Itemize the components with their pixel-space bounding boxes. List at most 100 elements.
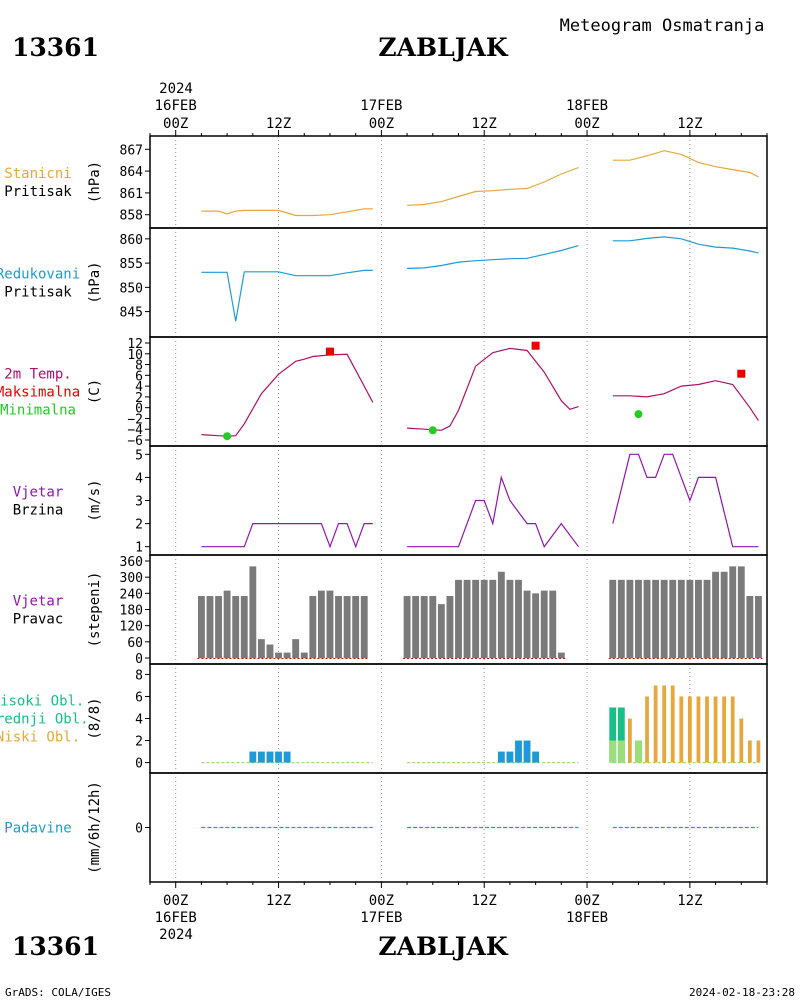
y-tick-label: −6 — [127, 434, 143, 449]
wind-direction-bar — [549, 590, 557, 658]
meteogram-subtitle: Meteogram Osmatranja — [560, 16, 765, 36]
top-hour-label: 12Z — [266, 116, 291, 132]
top-hour-label: 12Z — [472, 116, 497, 132]
mid-cloud-bar — [257, 751, 265, 763]
top-year-label: 2024 — [159, 81, 193, 97]
panel-frame — [149, 445, 768, 556]
mid-cloud-bar — [532, 751, 540, 763]
mid-cloud-bar — [523, 740, 531, 763]
wind-direction-bar — [626, 579, 634, 658]
wind-direction-bar — [686, 579, 694, 658]
y-tick-label: 2 — [135, 735, 143, 750]
bottom-hour-label: 00Z — [163, 893, 188, 909]
y-tick-label: 850 — [120, 281, 143, 296]
series-line-1 — [407, 347, 579, 431]
wind-direction-bar — [532, 593, 540, 658]
y-tick-label: 4 — [135, 713, 143, 728]
wind-direction-bar — [755, 596, 762, 658]
wind-direction-bar — [360, 596, 368, 658]
y-tick-label: 845 — [120, 306, 143, 321]
wind-direction-bar — [412, 596, 420, 658]
y-tick-label: −4 — [127, 423, 143, 438]
mid-cloud-overlay — [617, 740, 625, 763]
bottom-date-label: 16FEB — [155, 910, 197, 926]
top-hour-label: 00Z — [574, 116, 599, 132]
bottom-date-label: 18FEB — [566, 910, 608, 926]
low-cloud-bar — [705, 696, 709, 763]
series-line-0 — [201, 522, 373, 549]
bottom-hour-label: 00Z — [369, 893, 394, 909]
wind-direction-bar — [489, 579, 497, 658]
panel-frame — [149, 135, 768, 229]
series-line-1 — [407, 475, 579, 548]
y-tick-label: 8 — [135, 359, 143, 374]
bottom-hour-label: 12Z — [266, 893, 291, 909]
series-line-1 — [407, 166, 579, 206]
variable-label: Vjetar — [13, 485, 64, 501]
mid-cloud-bar — [283, 751, 291, 763]
variable-label: Visoki Obl. — [0, 694, 84, 710]
wind-direction-bar — [635, 579, 642, 658]
series-line-0 — [201, 208, 373, 217]
wind-direction-bar — [206, 596, 214, 658]
low-cloud-bar — [722, 696, 727, 763]
series-line-0 — [201, 353, 374, 437]
panel-frame — [149, 336, 768, 447]
variable-label: Srednji Obl. — [0, 712, 89, 728]
wind-direction-bar — [523, 590, 531, 658]
series-line-2 — [612, 236, 759, 254]
low-cloud-bar — [679, 696, 684, 763]
mid-cloud-overlay — [635, 740, 642, 763]
panels: 858861864867(hPa)StanicniPritisak8458508… — [0, 98, 768, 926]
y-tick-label: 180 — [120, 604, 143, 619]
top-date-label: 18FEB — [566, 98, 608, 114]
tmax-marker — [531, 341, 540, 350]
variable-label: Vjetar — [13, 594, 64, 610]
wind-direction-bar — [240, 596, 248, 658]
y-tick-label: 4 — [135, 471, 143, 486]
y-tick-label: 0 — [135, 652, 143, 667]
mid-cloud-overlay — [609, 740, 617, 763]
variable-label: Brzina — [13, 503, 64, 519]
series-line-0 — [201, 269, 373, 322]
y-tick-label: 867 — [120, 143, 143, 158]
bottom-date-label: 17FEB — [360, 910, 402, 926]
low-cloud-bar — [739, 718, 744, 763]
wind-direction-bar — [420, 596, 428, 658]
wind-direction-bar — [729, 566, 737, 658]
tmax-marker — [737, 369, 746, 378]
mid-cloud-bar — [506, 751, 514, 763]
low-cloud-bar — [670, 685, 675, 763]
wind-direction-bar — [515, 579, 522, 658]
wind-direction-bar — [249, 566, 257, 658]
low-cloud-bar — [747, 740, 752, 763]
low-cloud-bar — [730, 696, 735, 763]
mid-cloud-bar — [275, 751, 282, 763]
top-hour-label: 12Z — [677, 116, 702, 132]
y-tick-label: 1 — [135, 541, 143, 556]
low-cloud-bar — [756, 740, 761, 763]
bottom-year-label: 2024 — [159, 927, 193, 943]
variable-label: 2m Temp. — [4, 367, 71, 383]
wind-direction-bar — [660, 579, 668, 658]
unit-label: (C) — [87, 379, 103, 404]
variable-label: Maksimalna — [0, 385, 80, 401]
mid-cloud-bar — [497, 751, 505, 763]
series-line-2 — [612, 453, 759, 548]
unit-label: (mm/6h/12h) — [87, 781, 103, 874]
wind-direction-bar — [643, 579, 651, 658]
tmax-marker — [325, 347, 334, 356]
wind-direction-bar — [557, 652, 565, 658]
y-tick-label: −2 — [127, 412, 143, 427]
mid-cloud-bar — [515, 740, 522, 763]
wind-direction-bar — [403, 596, 411, 658]
wind-direction-bar — [437, 604, 445, 658]
wind-direction-bar — [232, 596, 240, 658]
bottom-hour-label: 00Z — [574, 893, 599, 909]
station-name-bottom: ZABLJAK — [378, 932, 509, 961]
wind-direction-bar — [497, 571, 505, 658]
y-tick-label: 60 — [127, 636, 143, 651]
wind-direction-bar — [326, 590, 334, 658]
